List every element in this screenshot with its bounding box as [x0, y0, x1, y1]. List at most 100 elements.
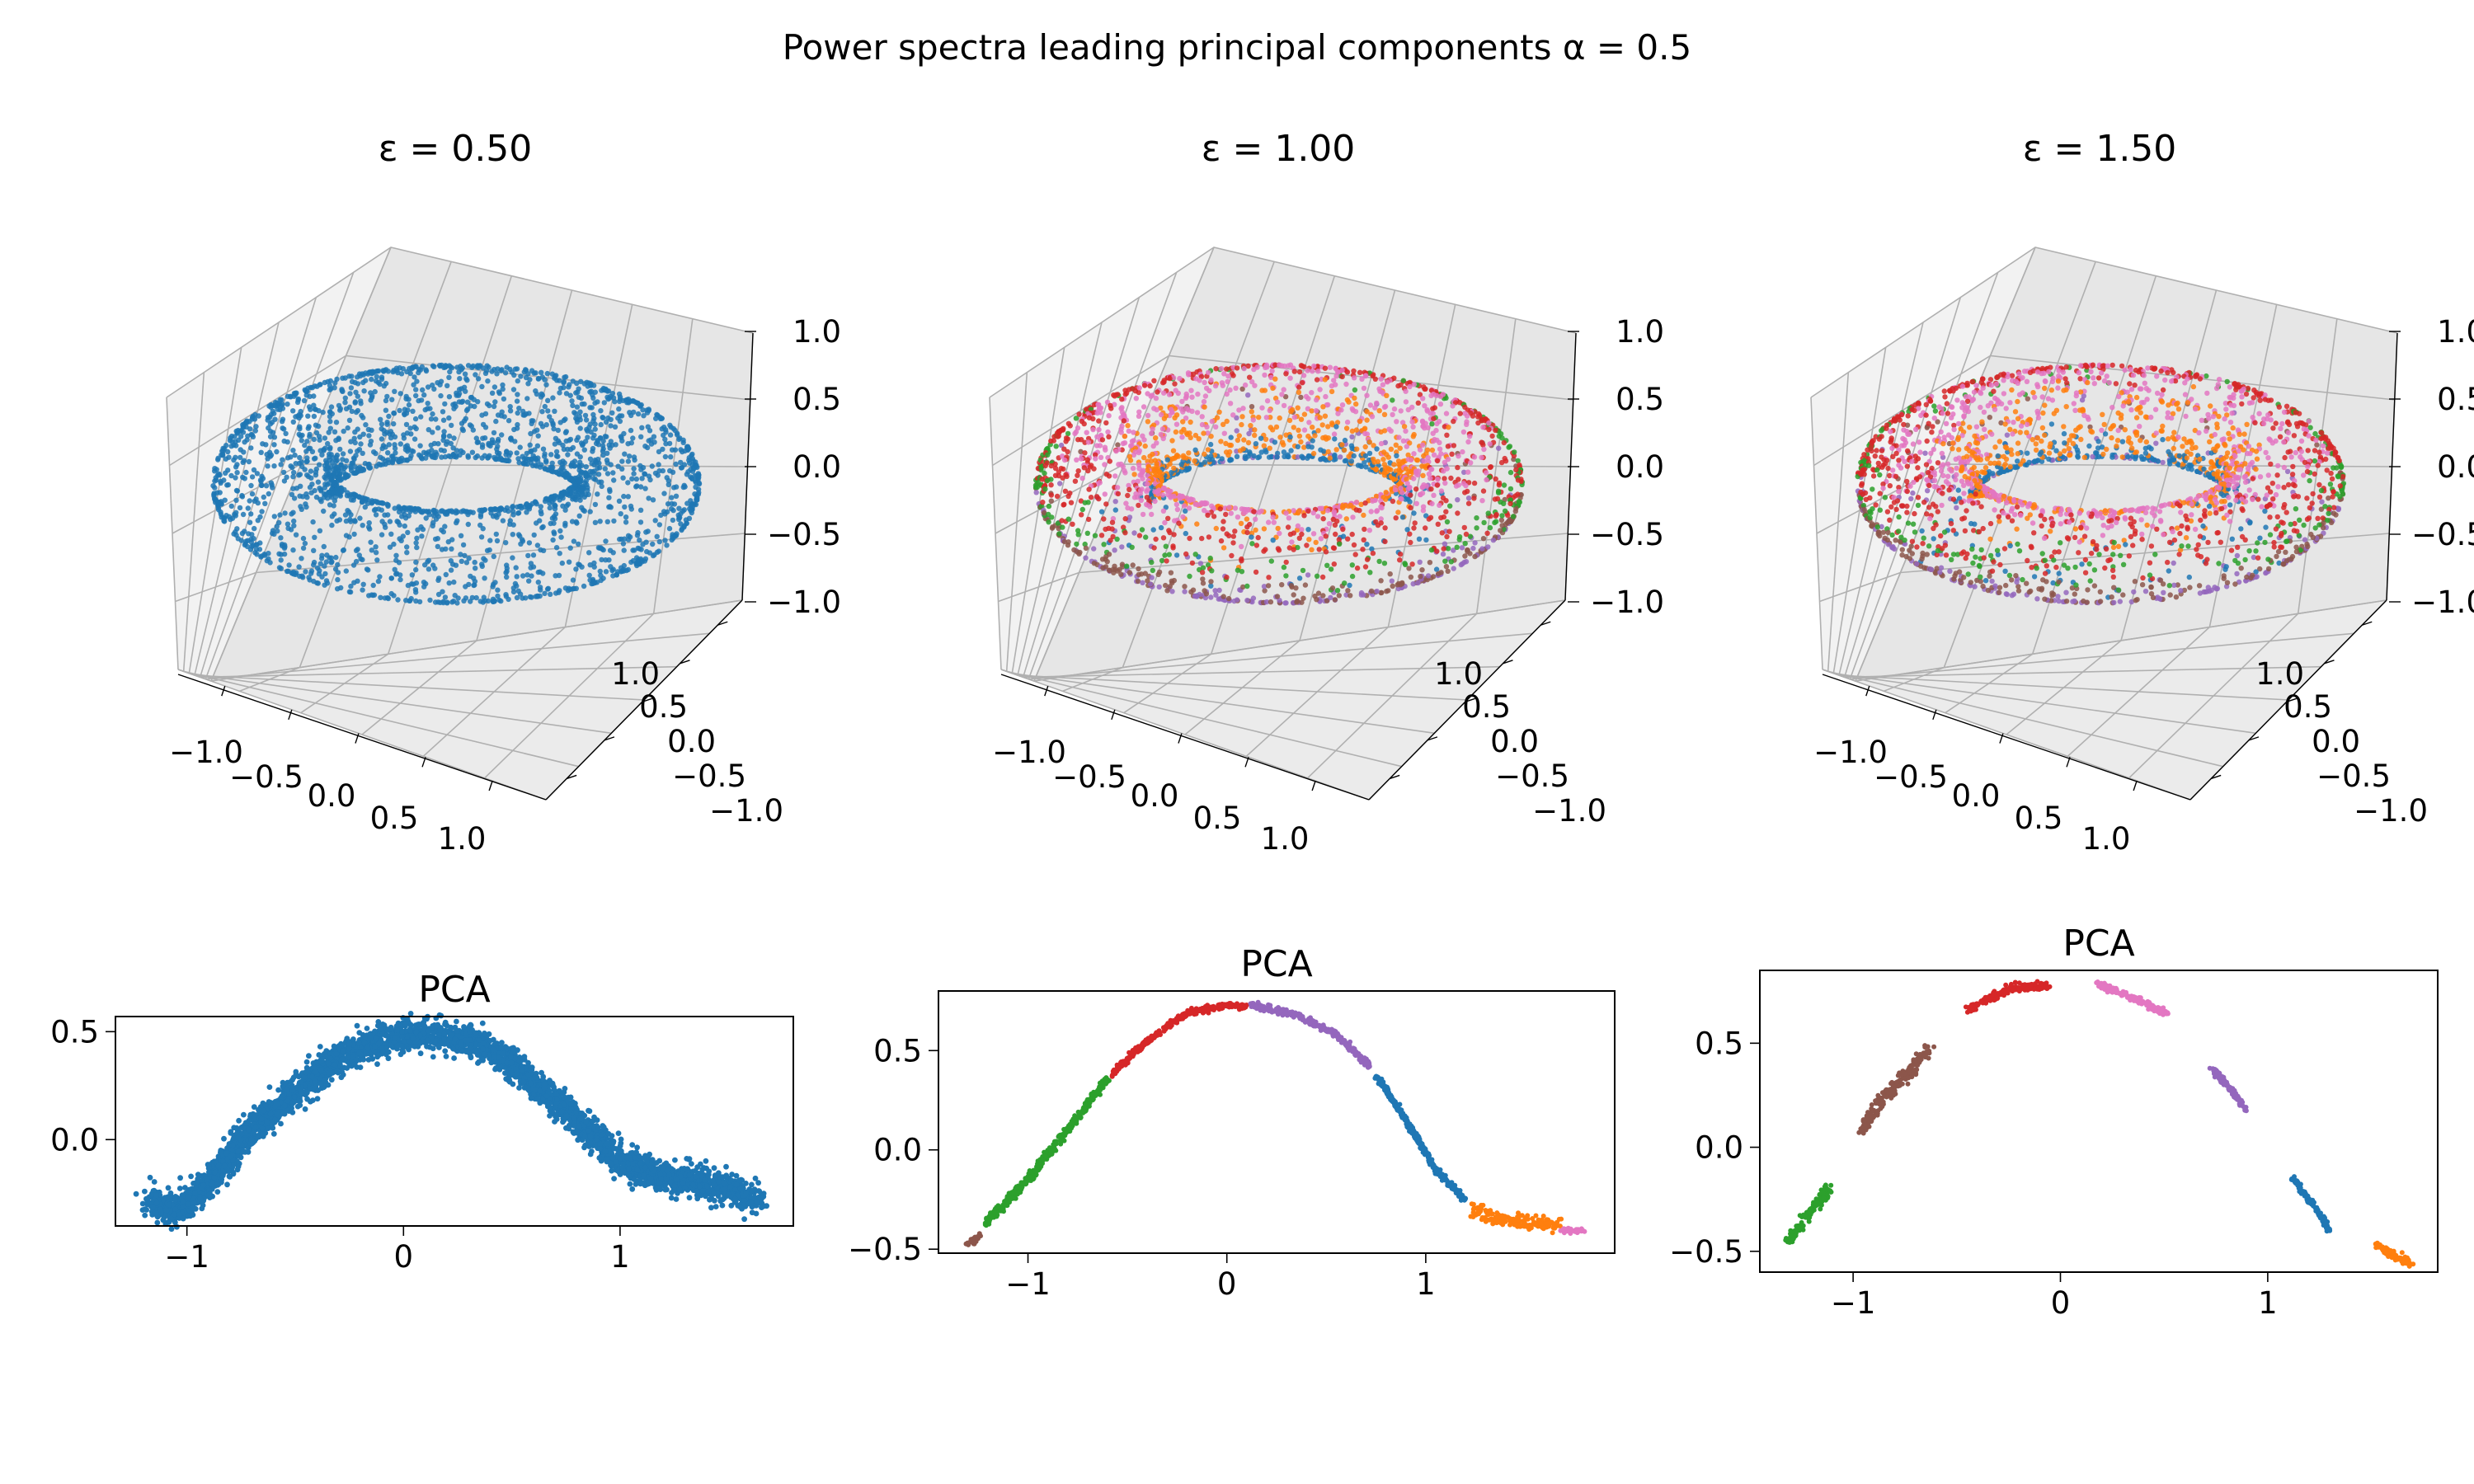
- torus-point: [1457, 411, 1463, 416]
- torus-point: [1070, 521, 1075, 527]
- torus-point: [450, 445, 456, 451]
- torus-point: [1225, 373, 1231, 379]
- torus-point: [1151, 545, 1157, 551]
- torus-point: [555, 427, 561, 434]
- torus-point: [460, 427, 466, 434]
- torus-point: [1236, 433, 1243, 439]
- torus-point: [321, 508, 327, 514]
- torus-point: [446, 453, 452, 459]
- torus-point: [342, 400, 348, 406]
- torus-point: [565, 452, 571, 458]
- torus-point: [540, 446, 547, 452]
- torus-point: [530, 552, 537, 558]
- torus-point: [507, 450, 514, 456]
- torus-point: [1184, 431, 1191, 438]
- torus-point: [221, 518, 227, 524]
- torus-point: [296, 415, 302, 421]
- torus-point: [1136, 385, 1142, 391]
- torus-point: [232, 434, 238, 439]
- torus-point: [1498, 459, 1505, 466]
- torus-point: [1258, 508, 1264, 514]
- torus-point: [1358, 589, 1365, 596]
- torus-point: [1399, 490, 1405, 495]
- torus-point: [1357, 369, 1363, 375]
- torus-point: [1364, 417, 1370, 423]
- torus-point: [514, 594, 520, 601]
- torus-point: [1384, 392, 1390, 398]
- torus-point: [458, 448, 464, 453]
- torus-point: [1266, 519, 1272, 525]
- torus-point: [1179, 434, 1185, 440]
- torus-point: [1221, 430, 1228, 436]
- torus-point: [355, 578, 360, 584]
- torus-point: [473, 566, 478, 571]
- torus-point: [402, 523, 407, 529]
- torus-point: [1408, 457, 1414, 463]
- torus-point: [557, 420, 563, 425]
- torus-point: [498, 598, 504, 604]
- torus-point: [389, 453, 395, 459]
- torus-point: [1335, 411, 1341, 416]
- z-tick-label: 0.5: [1616, 382, 1664, 417]
- torus-point: [1207, 441, 1214, 448]
- torus-point: [422, 562, 428, 568]
- torus-point: [1326, 521, 1333, 527]
- torus-point: [1363, 464, 1369, 470]
- torus-point: [562, 523, 568, 528]
- torus-point: [274, 448, 280, 455]
- torus-point: [377, 381, 383, 387]
- torus-point: [626, 453, 633, 459]
- torus-point: [592, 519, 599, 525]
- torus-point: [1300, 567, 1306, 574]
- torus-point: [412, 587, 419, 593]
- torus-point: [456, 387, 463, 392]
- torus-point: [557, 588, 562, 594]
- torus-point: [503, 540, 509, 546]
- torus-point: [1496, 445, 1502, 451]
- torus-point: [1390, 397, 1395, 403]
- torus-point: [1465, 500, 1472, 506]
- torus-point: [1492, 496, 1498, 502]
- torus-point: [534, 520, 539, 526]
- torus-point: [1187, 535, 1192, 542]
- torus-point: [590, 395, 596, 401]
- torus-point: [515, 392, 520, 397]
- torus-point: [1394, 453, 1399, 458]
- torus-point: [1149, 511, 1155, 518]
- torus-point: [1323, 549, 1329, 555]
- torus-point: [1242, 382, 1249, 388]
- torus-point: [1141, 437, 1147, 443]
- torus-point: [640, 407, 646, 413]
- torus-point: [527, 594, 534, 600]
- torus-point: [1171, 465, 1177, 472]
- torus-point: [534, 427, 540, 433]
- torus-point: [617, 398, 623, 404]
- torus-point: [1316, 547, 1322, 552]
- torus-point: [1317, 387, 1323, 392]
- torus-point: [1331, 561, 1338, 567]
- torus-point: [244, 543, 251, 550]
- torus-point: [1442, 459, 1448, 465]
- torus-point: [1249, 534, 1254, 540]
- torus-point: [1261, 443, 1268, 448]
- torus-point: [275, 402, 280, 409]
- torus-point: [1096, 427, 1102, 433]
- torus-point: [625, 458, 632, 464]
- torus-point: [558, 534, 564, 540]
- torus-point: [513, 565, 519, 571]
- torus-point: [1288, 448, 1294, 453]
- torus-point: [1235, 437, 1241, 444]
- torus-point: [562, 460, 567, 466]
- torus-point: [400, 366, 406, 372]
- torus-point: [1298, 416, 1305, 422]
- torus-point: [1510, 514, 1517, 519]
- torus-point: [1168, 570, 1174, 575]
- torus-point: [1234, 597, 1240, 603]
- torus-point: [1042, 470, 1047, 477]
- torus-point: [578, 395, 585, 402]
- torus-point: [297, 472, 303, 477]
- torus-point: [375, 578, 382, 585]
- torus-point: [560, 442, 566, 448]
- torus-point: [625, 494, 631, 500]
- torus-point: [1351, 453, 1357, 459]
